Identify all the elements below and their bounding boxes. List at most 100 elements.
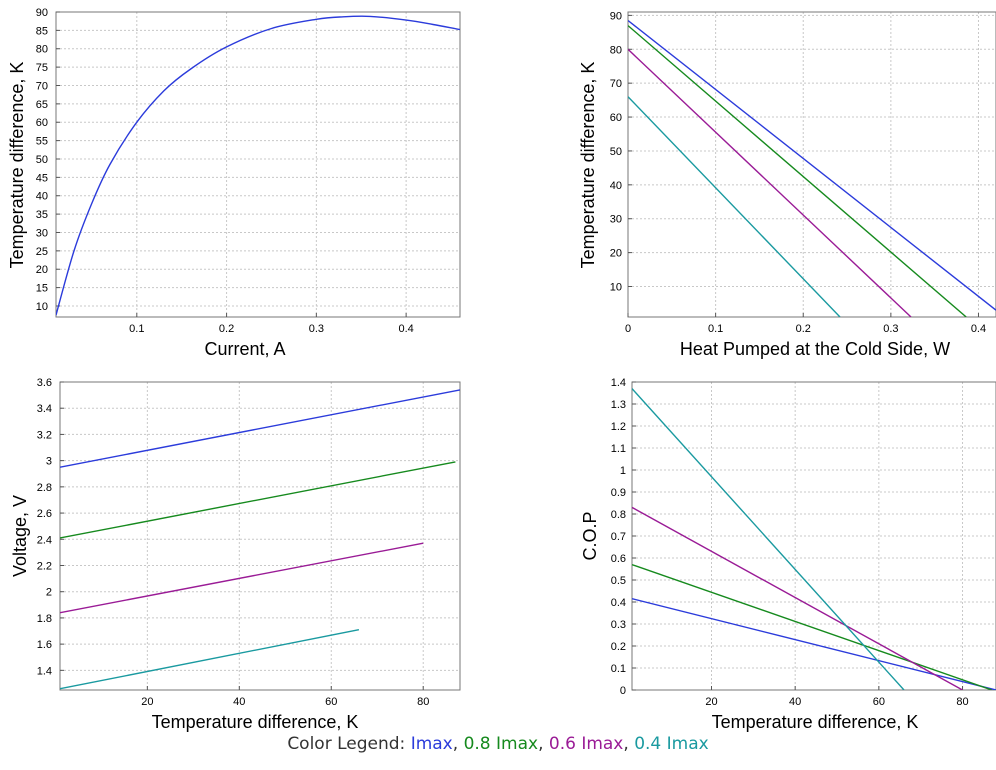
legend-item-06-imax: 0.6 Imax <box>548 734 624 754</box>
x-tick-label: 0.2 <box>219 323 234 335</box>
y-tick-label: 0.9 <box>611 487 626 499</box>
chart-1: 0.1 0.2 0.3 0.4 10 15 20 25 30 35 40 45 50 55 60 65 70 75… <box>7 7 461 359</box>
x-axis-label: Current, A <box>204 339 285 359</box>
y-tick-label: 3 <box>46 456 52 468</box>
y-tick-label: 30 <box>610 214 622 226</box>
y-tick-label: 60 <box>36 117 48 129</box>
y-tick-label: 85 <box>36 25 48 37</box>
y-tick-label: 0.7 <box>611 531 626 543</box>
y-tick-label: 40 <box>36 191 48 203</box>
y-tick-label: 1 <box>620 465 626 477</box>
x-tick-label: 0.2 <box>796 323 811 335</box>
y-tick-label: 90 <box>36 7 48 19</box>
y-tick-label: 40 <box>610 180 622 192</box>
y-tick-label: 25 <box>36 246 48 258</box>
x-axis-label: Temperature difference, K <box>152 712 359 732</box>
series-line-2 <box>628 25 967 317</box>
y-tick-label: 2.8 <box>37 482 52 494</box>
y-tick-label: 2.6 <box>37 508 52 520</box>
y-tick-label: 2.4 <box>37 534 52 546</box>
y-tick-label: 0.5 <box>611 575 626 587</box>
legend-prefix: Color Legend: <box>287 734 411 754</box>
plot-frame <box>59 381 461 691</box>
series-line-4 <box>628 96 841 317</box>
y-tick-label: 30 <box>36 227 48 239</box>
y-tick-label: 1.6 <box>37 639 52 651</box>
plot-frame <box>627 11 996 318</box>
y-tick-label: 80 <box>610 44 622 56</box>
x-tick-label: 80 <box>956 696 968 708</box>
y-tick-label: 0.3 <box>611 619 626 631</box>
y-tick-label: 45 <box>36 172 48 184</box>
series-line-1 <box>632 598 996 690</box>
y-tick-label: 15 <box>36 283 48 295</box>
series-line-1 <box>628 19 996 311</box>
x-axis-label: Temperature difference, K <box>712 712 919 732</box>
y-tick-label: 70 <box>36 80 48 92</box>
y-tick-label: 0.6 <box>611 553 626 565</box>
y-tick-label: 75 <box>36 62 48 74</box>
y-axis-label: C.O.P <box>580 511 600 560</box>
x-tick-label: 60 <box>325 696 337 708</box>
y-tick-label: 50 <box>610 146 622 158</box>
x-tick-label: 0.1 <box>129 323 144 335</box>
y-tick-label: 0.1 <box>611 663 626 675</box>
x-tick-label: 40 <box>233 696 245 708</box>
legend-item-04-imax: 0.4 Imax <box>634 734 709 754</box>
y-tick-label: 0.8 <box>611 509 626 521</box>
series-line-4 <box>632 388 905 690</box>
y-axis-label: Temperature difference, K <box>7 62 27 269</box>
y-tick-label: 1.2 <box>611 421 626 433</box>
y-tick-label: 10 <box>36 301 48 313</box>
series-line-1 <box>60 389 460 468</box>
y-tick-label: 10 <box>610 282 622 294</box>
y-tick-label: 60 <box>610 112 622 124</box>
x-tick-label: 40 <box>789 696 801 708</box>
y-tick-label: 1.4 <box>37 665 52 677</box>
x-axis-label: Heat Pumped at the Cold Side, W <box>680 339 950 359</box>
y-tick-label: 0.2 <box>611 641 626 653</box>
y-tick-label: 65 <box>36 99 48 111</box>
chart-2: 0 0.1 0.2 0.3 0.4 10 20 30 40 50 60 70 80 90 Heat Pump… <box>578 10 996 359</box>
y-tick-label: 3.6 <box>37 377 52 389</box>
x-tick-label: 0.1 <box>708 323 723 335</box>
y-tick-label: 50 <box>36 154 48 166</box>
x-tick-label: 0.3 <box>883 323 898 335</box>
legend-item-imax: Imax <box>410 734 453 754</box>
y-tick-label: 90 <box>610 10 622 22</box>
x-tick-label: 80 <box>417 696 429 708</box>
series-line-4 <box>60 629 360 690</box>
y-tick-label: 20 <box>610 248 622 260</box>
y-tick-label: 35 <box>36 209 48 221</box>
color-legend: Color Legend: Imax, 0.8 Imax, 0.6 Imax, … <box>287 734 709 754</box>
chart-3: 20 40 60 80 1.4 1.6 1.8 2 2.2 2.4 2.6 2.8 3 3.2 3.4 3.6… <box>10 377 461 732</box>
x-tick-label: 20 <box>141 696 153 708</box>
y-tick-label: 1.1 <box>611 443 626 455</box>
x-tick-label: 0.4 <box>398 323 413 335</box>
plot-frame <box>55 11 461 318</box>
y-tick-label: 1.3 <box>611 399 626 411</box>
x-tick-label: 20 <box>705 696 717 708</box>
y-tick-label: 20 <box>36 264 48 276</box>
y-tick-label: 70 <box>610 78 622 90</box>
y-tick-label: 80 <box>36 44 48 56</box>
y-tick-label: 2 <box>46 587 52 599</box>
y-tick-label: 1.8 <box>37 613 52 625</box>
y-tick-label: 3.4 <box>37 403 52 415</box>
y-tick-label: 0 <box>620 685 626 697</box>
y-axis-label: Voltage, V <box>10 495 30 577</box>
y-axis-label: Temperature difference, K <box>578 62 598 269</box>
x-tick-label: 0.4 <box>971 323 986 335</box>
series-line-1 <box>56 15 460 316</box>
series-line-3 <box>628 48 912 317</box>
chart-4: 20 40 60 80 0 0.1 0.2 0.3 0.4 0.5 0.6 0.7 0.8 0.9 1 1.1… <box>580 377 996 732</box>
y-tick-label: 1.4 <box>611 377 626 389</box>
legend-item-08-imax: 0.8 Imax <box>463 734 539 754</box>
series-line-2 <box>632 563 993 690</box>
x-tick-label: 0.3 <box>309 323 324 335</box>
x-tick-label: 0 <box>625 323 631 335</box>
y-tick-label: 2.2 <box>37 560 52 572</box>
y-tick-label: 55 <box>36 136 48 148</box>
series-line-2 <box>60 461 456 539</box>
